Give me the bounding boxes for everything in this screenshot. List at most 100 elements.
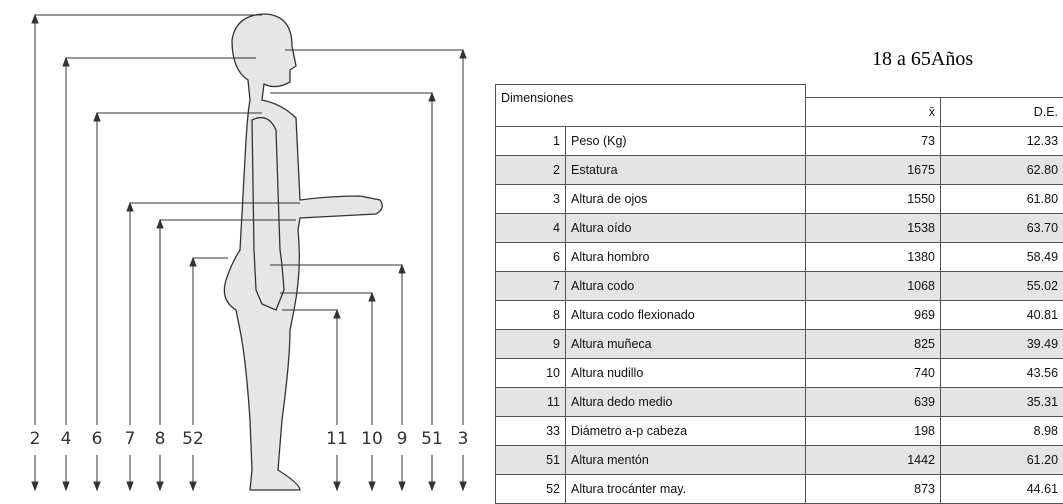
arrow-head <box>94 482 100 490</box>
arrow-head <box>399 265 405 273</box>
dimension-name: Altura muñeca <box>566 329 806 358</box>
column-header: D.E. <box>941 97 1063 126</box>
mean-value: 825 <box>806 329 941 358</box>
arrow-head <box>32 15 38 23</box>
age-range-title: 18 a 65Años <box>872 48 973 71</box>
arrow-head <box>63 58 69 66</box>
mean-value: 969 <box>806 300 941 329</box>
column-header: Dimensiones <box>496 85 806 127</box>
row-number: 33 <box>496 416 566 445</box>
std-dev: 61.80 <box>941 184 1063 213</box>
mean-value: 73 <box>806 126 941 155</box>
dimension-name: Diámetro a-p cabeza <box>566 416 806 445</box>
arrow-head <box>32 482 38 490</box>
std-dev: 61.20 <box>941 445 1063 474</box>
arrow-head <box>190 258 196 266</box>
mean-value: 198 <box>806 416 941 445</box>
dimension-name: Altura oído <box>566 213 806 242</box>
std-dev: 40.81 <box>941 300 1063 329</box>
arrow-head <box>429 93 435 101</box>
silhouette <box>224 14 382 490</box>
arrow-head <box>460 50 466 58</box>
std-dev: 35.31 <box>941 387 1063 416</box>
dimension-label: 7 <box>125 429 136 449</box>
arrow-head <box>369 482 375 490</box>
arrow-head <box>334 310 340 318</box>
std-dev: 39.49 <box>941 329 1063 358</box>
dimension-label: 11 <box>326 429 348 449</box>
mean-value: 639 <box>806 387 941 416</box>
std-dev: 58.49 <box>941 242 1063 271</box>
mean-value: 1675 <box>806 155 941 184</box>
header-row: Dimensiones <box>496 85 1063 98</box>
mean-value: 1538 <box>806 213 941 242</box>
mean-value: 1380 <box>806 242 941 271</box>
dimension-name: Altura trocánter may. <box>566 474 806 503</box>
dimension-name: Altura nudillo <box>566 358 806 387</box>
arrow-head <box>334 482 340 490</box>
dimension-name: Altura dedo medio <box>566 387 806 416</box>
arrow-head <box>157 482 163 490</box>
arrow-head <box>429 482 435 490</box>
std-dev: 63.70 <box>941 213 1063 242</box>
std-dev: 8.98 <box>941 416 1063 445</box>
row-number: 1 <box>496 126 566 155</box>
row-number: 7 <box>496 271 566 300</box>
dimension-name: Altura mentón <box>566 445 806 474</box>
row-number: 51 <box>496 445 566 474</box>
row-number: 2 <box>496 155 566 184</box>
dimension-name: Altura hombro <box>566 242 806 271</box>
mean-value: 1442 <box>806 445 941 474</box>
arrow-head <box>127 203 133 211</box>
arrow-head <box>369 293 375 301</box>
arrow-head <box>157 220 163 228</box>
arrow-head <box>94 113 100 121</box>
dimension-name: Altura de ojos <box>566 184 806 213</box>
column-header: x̄ <box>806 97 941 126</box>
row-number: 8 <box>496 300 566 329</box>
std-dev: 55.02 <box>941 271 1063 300</box>
dimension-label: 51 <box>421 429 443 449</box>
mean-value: 740 <box>806 358 941 387</box>
header-spacer <box>806 85 1063 98</box>
row-number: 10 <box>496 358 566 387</box>
arrow-head <box>63 482 69 490</box>
dimension-label: 8 <box>155 429 166 449</box>
dimension-label: 2 <box>30 429 41 449</box>
mean-value: 873 <box>806 474 941 503</box>
dimension-label: 52 <box>182 429 204 449</box>
dimension-name: Estatura <box>566 155 806 184</box>
row-number: 4 <box>496 213 566 242</box>
std-dev: 12.33 <box>941 126 1063 155</box>
arrow-head <box>460 482 466 490</box>
std-dev: 43.56 <box>941 358 1063 387</box>
dimension-label: 10 <box>361 429 383 449</box>
row-number: 11 <box>496 387 566 416</box>
mean-value: 1068 <box>806 271 941 300</box>
arrow-head <box>190 482 196 490</box>
dimension-name: Altura codo <box>566 271 806 300</box>
dimension-name: Peso (Kg) <box>566 126 806 155</box>
row-number: 3 <box>496 184 566 213</box>
std-dev: 44.61 <box>941 474 1063 503</box>
arrow-head <box>127 482 133 490</box>
dimension-label: 4 <box>61 429 72 449</box>
dimension-label: 9 <box>397 429 408 449</box>
arrow-head <box>399 482 405 490</box>
